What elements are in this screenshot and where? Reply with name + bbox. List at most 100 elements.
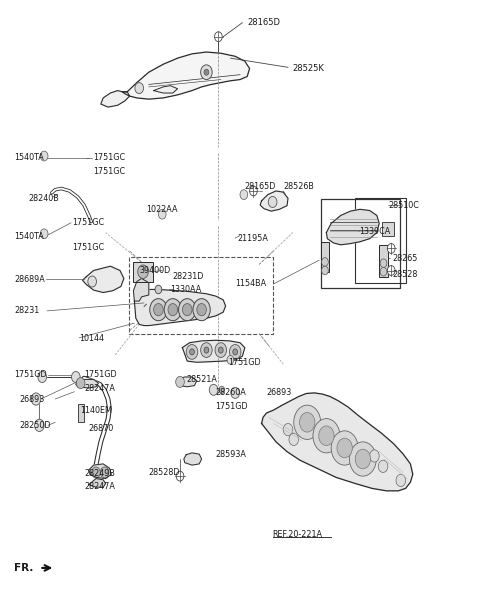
Circle shape <box>38 371 47 382</box>
Polygon shape <box>101 91 130 107</box>
Circle shape <box>176 376 184 387</box>
Text: 1751GC: 1751GC <box>94 154 126 162</box>
Text: 26893: 26893 <box>19 395 45 403</box>
Text: 1751GD: 1751GD <box>228 358 261 367</box>
Circle shape <box>88 276 96 287</box>
Circle shape <box>40 229 48 239</box>
Circle shape <box>268 196 277 207</box>
Text: 28247A: 28247A <box>84 482 115 491</box>
Text: 28510C: 28510C <box>389 201 420 209</box>
Text: 21195A: 21195A <box>238 234 268 242</box>
Circle shape <box>283 424 293 436</box>
Circle shape <box>76 378 85 389</box>
Circle shape <box>190 349 194 355</box>
Bar <box>382 222 394 236</box>
Circle shape <box>201 65 212 80</box>
Polygon shape <box>133 278 149 301</box>
Bar <box>379 245 388 277</box>
Text: 28165D: 28165D <box>247 18 280 27</box>
Circle shape <box>300 412 315 432</box>
Circle shape <box>227 356 234 364</box>
Circle shape <box>387 266 395 275</box>
Text: 1540TA: 1540TA <box>14 154 44 162</box>
Text: 28525K: 28525K <box>293 64 324 73</box>
Circle shape <box>250 186 257 196</box>
Text: 28240B: 28240B <box>29 195 60 203</box>
Polygon shape <box>182 340 245 362</box>
Text: 39400D: 39400D <box>139 266 170 275</box>
Circle shape <box>322 266 328 275</box>
Text: 1751GD: 1751GD <box>14 370 47 379</box>
Circle shape <box>387 244 395 253</box>
Text: REF.20-221A: REF.20-221A <box>273 530 323 539</box>
Circle shape <box>176 471 184 481</box>
Circle shape <box>100 467 109 478</box>
Text: 1751GD: 1751GD <box>84 370 117 379</box>
Circle shape <box>337 438 352 458</box>
Circle shape <box>92 467 100 478</box>
Circle shape <box>193 299 210 321</box>
Circle shape <box>135 83 144 94</box>
Text: 28231D: 28231D <box>173 272 204 281</box>
Text: 1140EM: 1140EM <box>81 406 112 414</box>
Text: 28521A: 28521A <box>186 375 217 384</box>
Circle shape <box>154 304 163 316</box>
Circle shape <box>209 384 218 395</box>
Circle shape <box>31 393 41 405</box>
Circle shape <box>240 190 248 200</box>
Circle shape <box>218 347 223 353</box>
Text: 1751GC: 1751GC <box>72 243 104 252</box>
Bar <box>78 404 84 422</box>
Circle shape <box>215 343 227 357</box>
Circle shape <box>349 442 376 476</box>
Text: 1339CA: 1339CA <box>359 227 390 236</box>
Text: 1540TA: 1540TA <box>14 232 44 241</box>
Circle shape <box>219 386 225 394</box>
Text: 28250D: 28250D <box>19 422 51 430</box>
Text: 1751GC: 1751GC <box>94 167 126 176</box>
Circle shape <box>138 265 148 278</box>
Text: 26870: 26870 <box>89 424 114 433</box>
Text: 1751GD: 1751GD <box>215 403 248 411</box>
Text: 1751GC: 1751GC <box>72 218 104 227</box>
Text: 28528: 28528 <box>393 270 418 278</box>
Text: 28249B: 28249B <box>84 469 115 478</box>
Text: 28165D: 28165D <box>245 182 276 191</box>
Circle shape <box>231 387 240 398</box>
Text: 28247A: 28247A <box>84 384 115 392</box>
Text: FR.: FR. <box>14 563 34 573</box>
Circle shape <box>229 345 241 359</box>
Circle shape <box>319 426 334 446</box>
Polygon shape <box>260 191 288 211</box>
Circle shape <box>197 304 206 316</box>
Polygon shape <box>76 379 98 388</box>
Circle shape <box>313 419 340 453</box>
Text: 28265: 28265 <box>393 254 418 263</box>
Circle shape <box>396 474 406 487</box>
Circle shape <box>201 343 212 357</box>
Circle shape <box>380 267 387 276</box>
Text: 1330AA: 1330AA <box>170 285 202 294</box>
Polygon shape <box>154 86 178 93</box>
Circle shape <box>233 349 238 355</box>
Text: 28231: 28231 <box>14 307 40 315</box>
Circle shape <box>35 419 44 431</box>
Circle shape <box>380 259 387 267</box>
Circle shape <box>289 433 299 446</box>
Polygon shape <box>122 52 250 99</box>
Polygon shape <box>89 464 111 479</box>
Circle shape <box>158 209 166 219</box>
Circle shape <box>378 460 388 472</box>
Circle shape <box>72 371 80 382</box>
Circle shape <box>331 431 358 465</box>
Circle shape <box>370 450 379 462</box>
Circle shape <box>155 285 162 294</box>
Circle shape <box>186 345 198 359</box>
Polygon shape <box>326 209 379 245</box>
Bar <box>133 262 153 282</box>
Circle shape <box>204 347 209 353</box>
Text: 28260A: 28260A <box>215 389 246 397</box>
Text: 10144: 10144 <box>79 334 104 343</box>
Bar <box>129 257 273 334</box>
Circle shape <box>40 151 48 161</box>
